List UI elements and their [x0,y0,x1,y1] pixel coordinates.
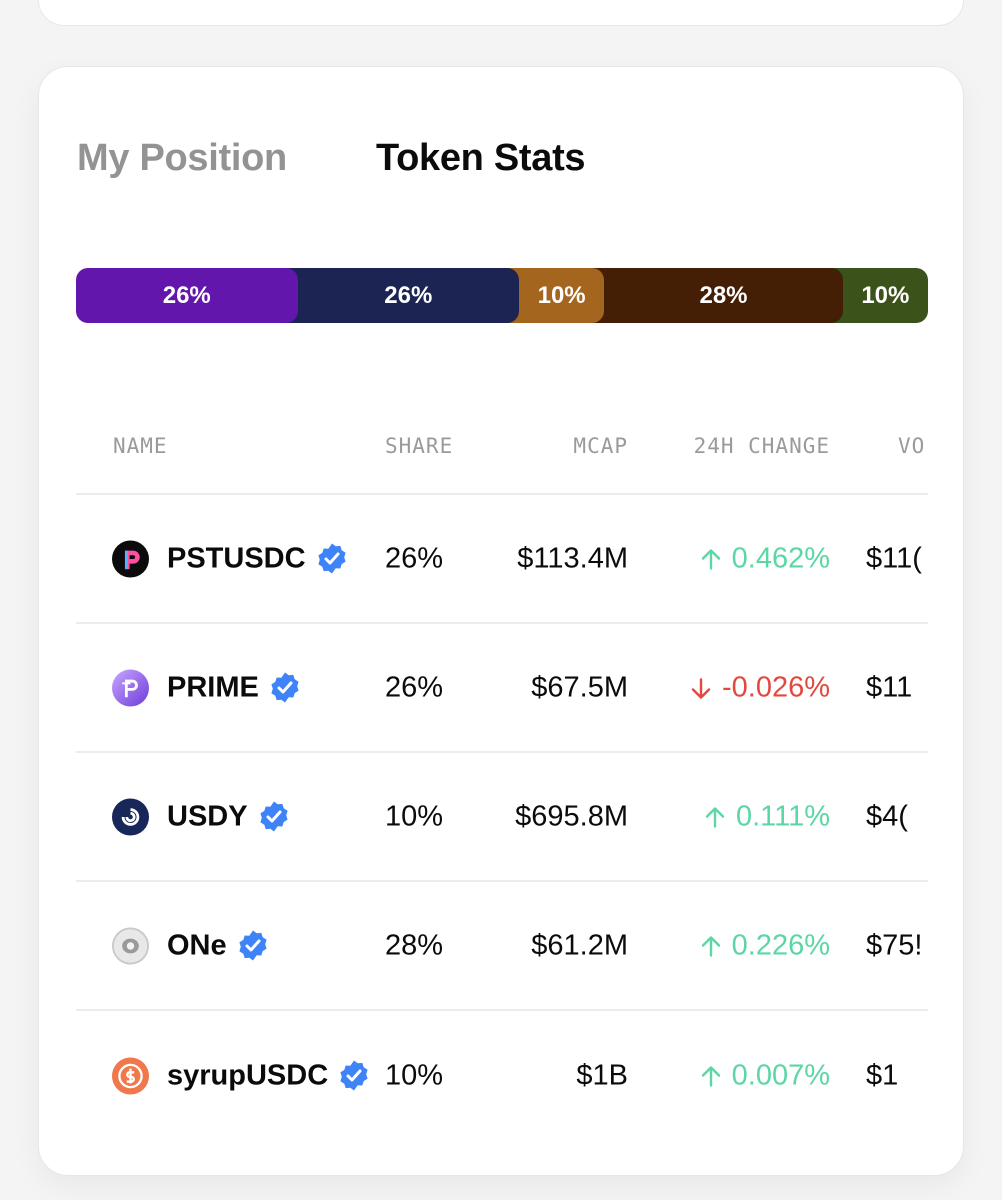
change-cell: 0.462% [700,542,830,575]
change-value: 0.462% [731,542,830,574]
change-value: 0.226% [731,929,830,961]
share-segment[interactable]: 26% [76,268,298,323]
arrow-down-icon [690,676,712,700]
change-cell: 0.007% [700,1059,830,1092]
header-mcap[interactable]: MCAP [573,434,628,458]
table-row[interactable]: syrupUSDC 10% $1B 0.007% $1 [76,1011,928,1127]
header-24h-change[interactable]: 24H CHANGE [693,434,830,458]
mcap-value: $1B [576,1059,628,1091]
share-segment[interactable]: 10% [507,268,605,323]
arrow-up-icon [700,1064,722,1088]
pstusdc-icon [112,540,149,577]
prime-icon [112,669,149,706]
token-stats-card: My Position Token Stats 26% 26% 10% 28% 10% … [38,66,964,1176]
verified-badge-icon [316,543,348,575]
one-icon [112,927,149,964]
arrow-up-icon [700,547,722,571]
token-name-cell: PSTUSDC [167,542,348,575]
syrupusdc-icon [112,1057,149,1094]
mcap-value: $695.8M [515,800,628,832]
volume-value: $1 [866,1059,899,1091]
change-value: 0.007% [731,1059,830,1091]
change-cell: 0.111% [704,800,830,833]
change-value: -0.026% [721,671,830,703]
share-segment[interactable]: 28% [592,268,843,323]
token-name: syrupUSDC [167,1059,329,1091]
change-value: 0.111% [735,800,830,832]
verified-badge-icon [258,801,290,833]
arrow-up-icon [700,934,722,958]
share-value: 10% [385,1059,444,1091]
token-name-cell: ONe [167,929,269,962]
tab-my-position[interactable]: My Position [77,137,287,179]
share-segment[interactable]: 26% [285,268,520,323]
mcap-value: $67.5M [531,671,628,703]
table-row[interactable]: ONe 28% $61.2M 0.226% $75! [76,882,928,1011]
verified-badge-icon [338,1060,370,1092]
arrow-up-icon [704,805,726,829]
share-value: 26% [385,671,444,703]
volume-value: $11 [866,671,913,703]
share-segment[interactable]: 10% [830,268,928,323]
token-name: ONe [167,929,227,961]
header-volume[interactable]: VO [898,434,926,458]
mcap-value: $113.4M [517,542,628,574]
table-row[interactable]: PSTUSDC 26% $113.4M 0.462% $11( [76,495,928,624]
share-value: 10% [385,800,444,832]
header-name[interactable]: NAME [113,434,168,458]
previous-card [38,0,964,26]
token-name: PSTUSDC [167,542,306,574]
share-value: 26% [385,542,444,574]
token-name-cell: PRIME [167,671,301,704]
table-header: NAME SHARE MCAP 24H CHANGE VO [76,407,928,495]
verified-badge-icon [269,672,301,704]
table-row[interactable]: PRIME 26% $67.5M -0.026% $11 [76,624,928,753]
token-name: USDY [167,800,248,832]
volume-value: $4( [866,800,908,832]
table-row[interactable]: USDY 10% $695.8M 0.111% $4( [76,753,928,882]
verified-badge-icon [237,930,269,962]
share-value: 28% [385,929,444,961]
mcap-value: $61.2M [531,929,628,961]
volume-value: $11( [866,542,922,574]
token-name-cell: syrupUSDC [167,1059,370,1092]
tab-token-stats[interactable]: Token Stats [376,137,586,179]
header-share[interactable]: SHARE [385,434,454,458]
token-table: NAME SHARE MCAP 24H CHANGE VO PSTUSDC 26%… [76,407,928,1127]
volume-value: $75! [866,929,923,961]
change-cell: 0.226% [700,929,830,962]
share-distribution-bar: 26% 26% 10% 28% 10% [76,268,928,323]
usdy-icon [112,798,149,835]
token-name-cell: USDY [167,800,290,833]
change-cell: -0.026% [690,671,830,704]
token-name: PRIME [167,671,259,703]
